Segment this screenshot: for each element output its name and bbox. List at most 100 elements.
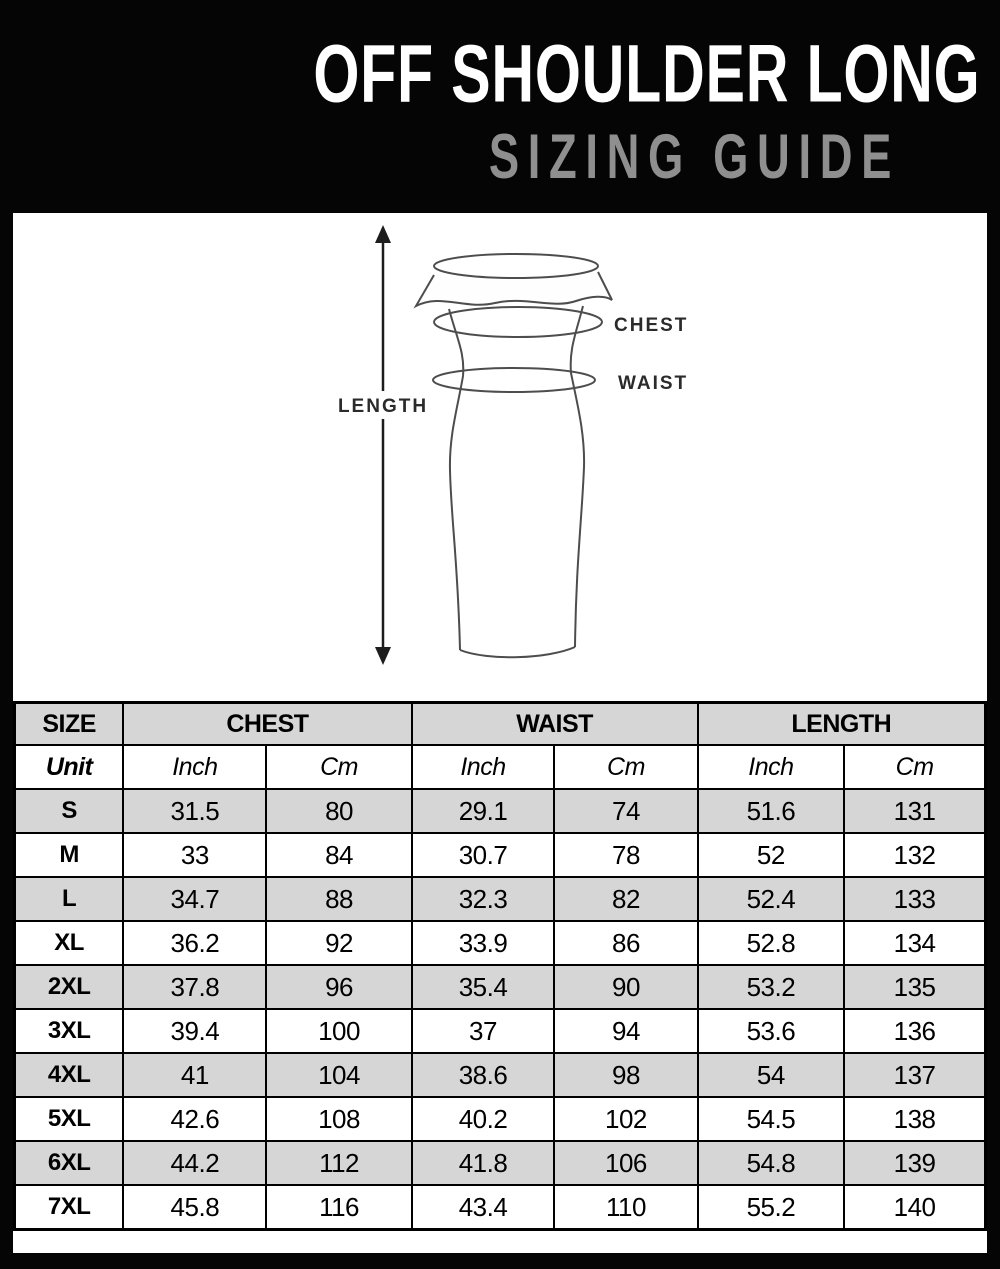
table-cell: 139: [843, 1140, 987, 1186]
dress-band-top: [433, 253, 599, 279]
unit-cell: Inch: [410, 744, 556, 790]
table-cell: 98: [553, 1052, 699, 1098]
table-row: 2XL 37.8 96 35.4 90 53.2 135: [13, 964, 987, 1010]
table-cell: 42.6: [122, 1096, 268, 1142]
table-cell: 54.8: [696, 1140, 846, 1186]
table-row: 4XL 41 104 38.6 98 54 137: [13, 1052, 987, 1098]
table-row: 5XL 42.6 108 40.2 102 54.5 138: [13, 1096, 987, 1142]
table-cell: 31.5: [122, 788, 268, 834]
table-cell: 106: [553, 1140, 699, 1186]
table-cell: 52: [696, 832, 846, 878]
size-cell: 7XL: [13, 1184, 125, 1231]
table-cell: 37.8: [122, 964, 268, 1010]
size-cell: XL: [13, 920, 125, 966]
size-cell: 6XL: [13, 1140, 125, 1186]
table-cell: 108: [265, 1096, 413, 1142]
table-cell: 100: [265, 1008, 413, 1054]
table-row: M 33 84 30.7 78 52 132: [13, 832, 987, 878]
table-cell: 135: [843, 964, 987, 1010]
dress-measurement-diagram: LENGTH CHEST WAIST: [13, 213, 987, 701]
table-cell: 55.2: [696, 1184, 846, 1231]
table-cell: 33.9: [410, 920, 556, 966]
table-cell: 131: [843, 788, 987, 834]
unit-row: Unit Inch Cm Inch Cm Inch Cm: [13, 744, 987, 790]
dress-outline: [413, 253, 613, 659]
table-cell: 82: [553, 876, 699, 922]
table-cell: 110: [553, 1184, 699, 1231]
content-panel: LENGTH CHEST WAIST SIZE CHEST WAIST LENG…: [13, 213, 987, 1253]
page-subtitle: SIZING GUIDE: [488, 122, 900, 192]
table-header-row: SIZE CHEST WAIST LENGTH: [13, 701, 987, 746]
table-cell: 37: [410, 1008, 556, 1054]
table-cell: 51.6: [696, 788, 846, 834]
table-row: S 31.5 80 29.1 74 51.6 131: [13, 788, 987, 834]
table-cell: 32.3: [410, 876, 556, 922]
waist-ellipse: [432, 367, 596, 393]
header-size: SIZE: [13, 701, 125, 746]
table-cell: 43.4: [410, 1184, 556, 1231]
dress-right-side: [569, 305, 586, 648]
dress-left-side: [448, 308, 465, 651]
table-cell: 54: [696, 1052, 846, 1098]
table-cell: 116: [265, 1184, 413, 1231]
table-cell: 33: [122, 832, 268, 878]
table-cell: 52.4: [696, 876, 846, 922]
unit-cell: Inch: [696, 744, 846, 790]
table-cell: 53.6: [696, 1008, 846, 1054]
table-cell: 96: [265, 964, 413, 1010]
sizing-table: SIZE CHEST WAIST LENGTH Unit Inch Cm Inc…: [13, 701, 987, 1231]
table-cell: 102: [553, 1096, 699, 1142]
table-cell: 140: [843, 1184, 987, 1231]
table-cell: 45.8: [122, 1184, 268, 1231]
table-cell: 90: [553, 964, 699, 1010]
table-cell: 88: [265, 876, 413, 922]
size-cell: 3XL: [13, 1008, 125, 1054]
size-cell: 4XL: [13, 1052, 125, 1098]
header-chest: CHEST: [122, 701, 413, 746]
table-cell: 104: [265, 1052, 413, 1098]
unit-cell: Cm: [843, 744, 987, 790]
table-cell: 30.7: [410, 832, 556, 878]
length-label: LENGTH: [338, 396, 428, 417]
header-length: LENGTH: [696, 701, 987, 746]
table-cell: 84: [265, 832, 413, 878]
table-cell: 44.2: [122, 1140, 268, 1186]
table-cell: 29.1: [410, 788, 556, 834]
table-cell: 138: [843, 1096, 987, 1142]
table-cell: 36.2: [122, 920, 268, 966]
chest-ellipse: [433, 306, 603, 338]
length-label-backing: [343, 391, 423, 419]
unit-label: Unit: [13, 744, 125, 790]
table-cell: 133: [843, 876, 987, 922]
table-cell: 86: [553, 920, 699, 966]
table-cell: 94: [553, 1008, 699, 1054]
table-cell: 137: [843, 1052, 987, 1098]
table-cell: 40.2: [410, 1096, 556, 1142]
dress-band: [413, 271, 613, 309]
table-row: XL 36.2 92 33.9 86 52.8 134: [13, 920, 987, 966]
table-cell: 78: [553, 832, 699, 878]
table-cell: 35.4: [410, 964, 556, 1010]
chest-label: CHEST: [614, 315, 688, 336]
dress-diagram-svg: LENGTH CHEST WAIST: [338, 225, 688, 665]
waist-label: WAIST: [618, 373, 688, 394]
unit-cell: Cm: [265, 744, 413, 790]
table-row: 3XL 39.4 100 37 94 53.6 136: [13, 1008, 987, 1054]
table-cell: 52.8: [696, 920, 846, 966]
table-cell: 132: [843, 832, 987, 878]
size-cell: S: [13, 788, 125, 834]
table-cell: 41: [122, 1052, 268, 1098]
table-cell: 34.7: [122, 876, 268, 922]
header-waist: WAIST: [410, 701, 699, 746]
table-cell: 92: [265, 920, 413, 966]
table-row: 6XL 44.2 112 41.8 106 54.8 139: [13, 1140, 987, 1186]
table-cell: 54.5: [696, 1096, 846, 1142]
length-arrow: [375, 225, 391, 665]
table-row: 7XL 45.8 116 43.4 110 55.2 140: [13, 1184, 987, 1231]
table-cell: 136: [843, 1008, 987, 1054]
table-cell: 134: [843, 920, 987, 966]
header-banner: OFF SHOULDER LONG DRESS SIZING GUIDE: [0, 0, 1000, 213]
size-cell: 2XL: [13, 964, 125, 1010]
table-cell: 38.6: [410, 1052, 556, 1098]
